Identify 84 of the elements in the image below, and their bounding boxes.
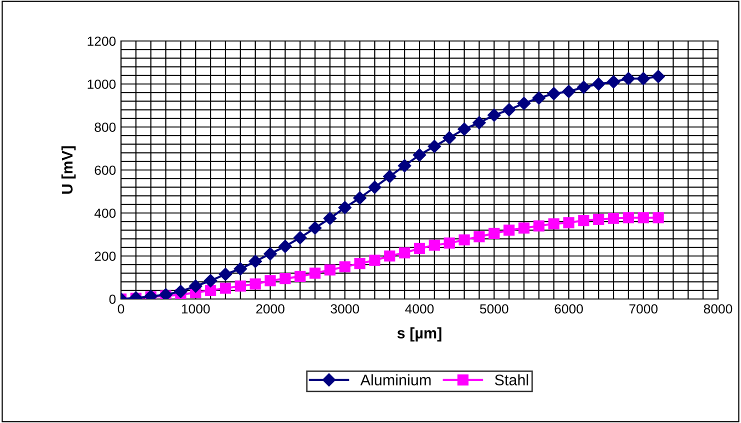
x-tick-label: 0	[118, 304, 124, 314]
point	[636, 72, 650, 86]
legend-label: Stahl	[494, 374, 528, 386]
point	[204, 284, 216, 296]
x-tick-label: 3000	[330, 304, 360, 314]
point	[458, 234, 470, 246]
x-tick-label: 6000	[554, 304, 583, 314]
point	[622, 212, 634, 224]
point	[280, 273, 291, 284]
point	[592, 77, 606, 91]
point	[294, 270, 306, 282]
point	[518, 222, 530, 234]
point	[517, 96, 531, 110]
point	[652, 212, 664, 224]
x-tick-label: 2000	[256, 304, 284, 314]
point	[234, 280, 246, 292]
y-axis-title: U [mV]	[61, 146, 76, 194]
point	[533, 220, 544, 232]
point	[399, 247, 410, 258]
y-tick-label: 800	[94, 122, 116, 132]
point	[444, 238, 455, 249]
point	[220, 282, 232, 294]
x-tick-label: 7000	[629, 304, 658, 314]
point	[458, 122, 471, 136]
point	[264, 247, 277, 260]
point	[218, 268, 232, 281]
x-tick-label: 8000	[704, 304, 732, 314]
point	[488, 108, 501, 122]
point	[324, 264, 336, 276]
point	[414, 242, 426, 254]
y-tick-label: 600	[94, 166, 116, 175]
point	[278, 240, 292, 253]
point	[412, 148, 426, 162]
point	[577, 80, 590, 94]
point	[442, 131, 456, 144]
x-tick-label: 4000	[405, 304, 434, 314]
point	[488, 228, 500, 239]
legend-label: Aluminium	[360, 374, 431, 386]
point	[548, 218, 560, 230]
point	[294, 231, 307, 244]
point	[608, 212, 620, 224]
point	[234, 262, 247, 276]
point	[248, 254, 262, 268]
point	[339, 261, 350, 272]
point	[428, 140, 442, 153]
point	[308, 221, 322, 235]
point	[354, 258, 366, 270]
point	[189, 280, 202, 293]
x-tick-label: 1000	[182, 304, 210, 314]
y-tick-label: 1200	[88, 36, 116, 46]
point	[472, 116, 486, 130]
point	[323, 212, 337, 225]
point	[250, 278, 261, 290]
point	[174, 284, 188, 298]
point	[428, 240, 440, 251]
y-tick-label: 0	[109, 294, 116, 304]
point	[204, 274, 218, 288]
y-tick-label: 200	[94, 252, 116, 261]
point	[547, 87, 560, 100]
point	[474, 231, 485, 242]
point	[309, 268, 321, 279]
point	[368, 180, 382, 194]
point	[606, 75, 620, 88]
x-tick-label: 5000	[480, 304, 508, 314]
point	[503, 224, 515, 236]
point	[562, 84, 576, 98]
point	[532, 91, 546, 105]
point	[652, 70, 665, 84]
point	[622, 72, 636, 86]
point	[353, 191, 366, 205]
point	[264, 275, 276, 286]
point	[563, 217, 574, 228]
x-axis-title: s [µm]	[397, 327, 442, 342]
point	[383, 170, 396, 184]
y-tick-label: 400	[94, 208, 116, 218]
point	[502, 103, 516, 116]
point	[338, 201, 352, 214]
point	[369, 254, 380, 266]
point	[398, 159, 412, 172]
point	[384, 250, 396, 262]
y-tick-label: 1000	[88, 80, 116, 89]
point	[593, 214, 604, 226]
point	[638, 212, 649, 224]
point	[578, 214, 590, 226]
